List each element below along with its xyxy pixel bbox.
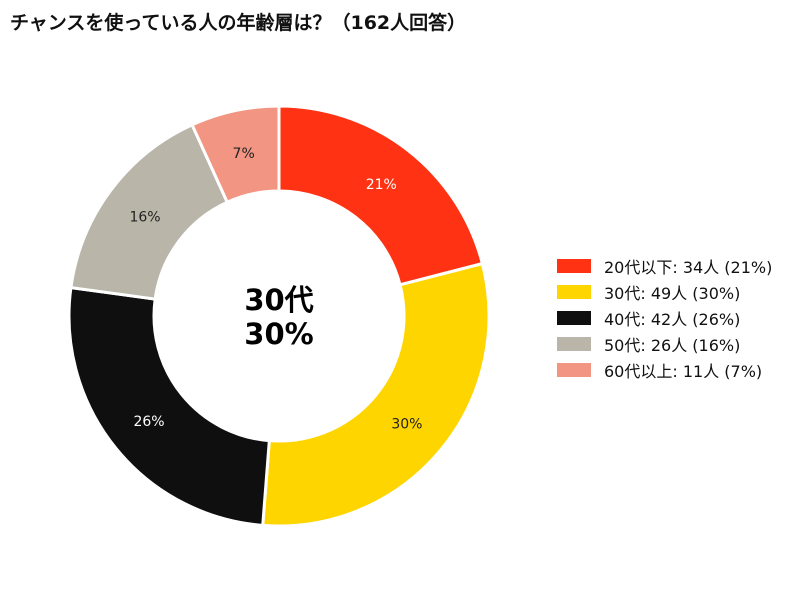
donut-slice	[277, 104, 485, 287]
legend-swatch	[557, 311, 591, 325]
legend-label: 40代: 42人 (26%)	[604, 310, 741, 329]
legend-swatch	[557, 337, 591, 351]
chart-title: チャンスを使っている人の年齢層は？（162人回答）	[10, 12, 467, 34]
legend-swatch	[557, 285, 591, 299]
center-label-category: 30代	[244, 283, 313, 317]
legend-label: 50代: 26人 (16%)	[604, 336, 741, 355]
legend-label: 20代以下: 34人 (21%)	[604, 258, 773, 277]
legend-label: 30代: 49人 (30%)	[604, 284, 741, 303]
legend-item: 60代以上: 11人 (7%)	[557, 357, 772, 383]
donut-chart: 21% 30% 26% 16% 7% 30代 30%	[67, 104, 491, 528]
slice-percent-label: 26%	[133, 414, 164, 430]
slice-percent-label: 21%	[366, 177, 397, 193]
chart-legend: 20代以下: 34人 (21%) 30代: 49人 (30%) 40代: 42人 (…	[557, 253, 772, 383]
legend-swatch	[557, 363, 591, 377]
donut-slice	[190, 104, 281, 205]
legend-item: 40代: 42人 (26%)	[557, 305, 772, 331]
slice-percent-label: 16%	[129, 209, 160, 225]
slice-percent-label: 7%	[233, 146, 255, 162]
donut-slice	[67, 285, 271, 527]
legend-item: 30代: 49人 (30%)	[557, 279, 772, 305]
legend-item: 50代: 26人 (16%)	[557, 331, 772, 357]
legend-label: 60代以上: 11人 (7%)	[604, 362, 763, 381]
slice-percent-label: 30%	[391, 416, 422, 432]
legend-swatch	[557, 259, 591, 273]
center-label-percent: 30%	[244, 317, 313, 351]
legend-item: 20代以下: 34人 (21%)	[557, 253, 772, 279]
donut-slice	[261, 261, 491, 528]
